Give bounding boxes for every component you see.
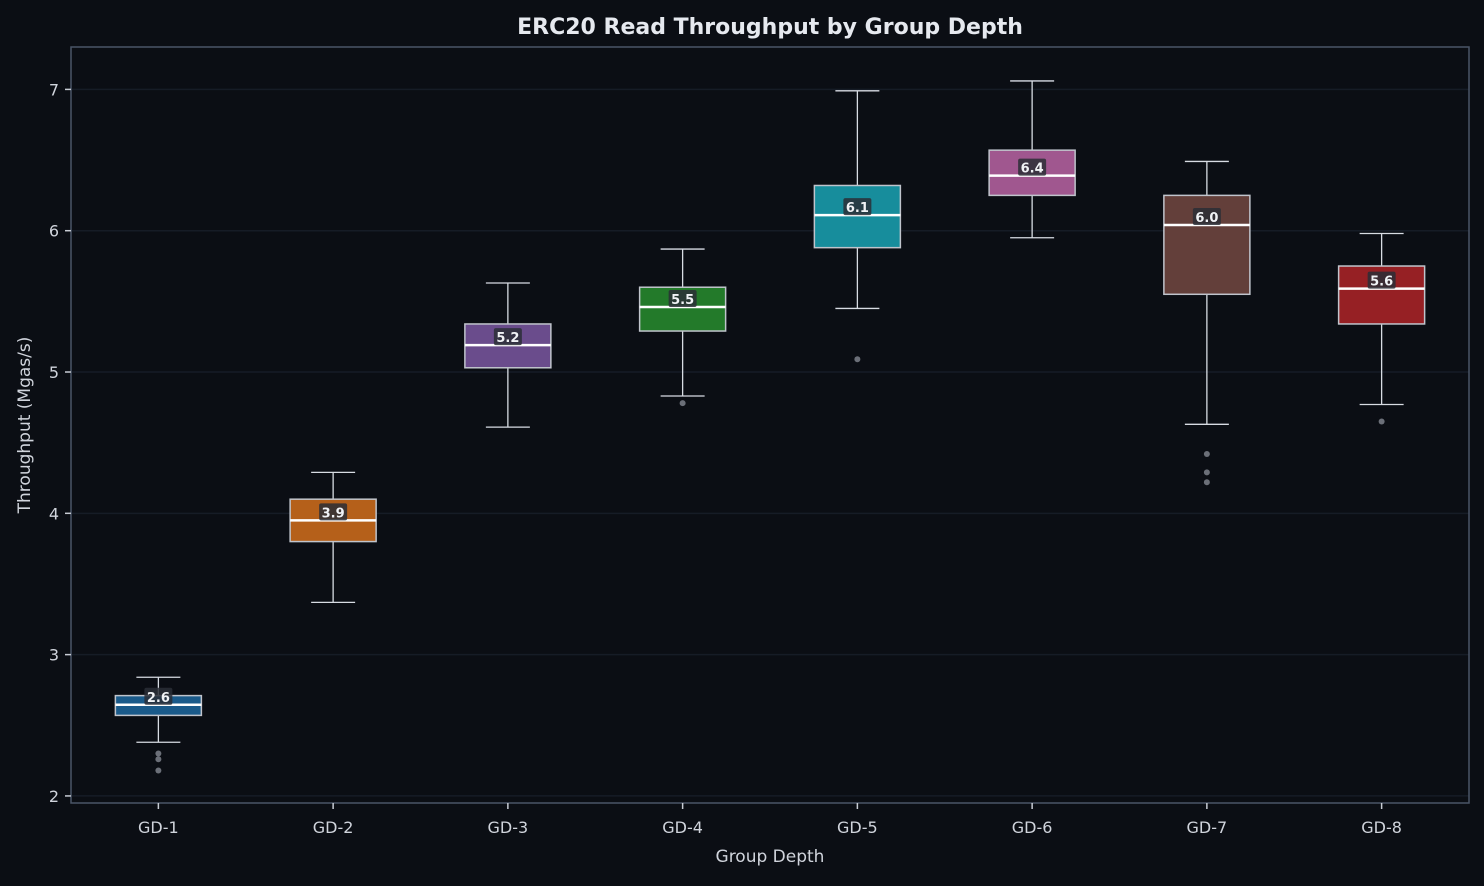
median-label-bg	[144, 687, 173, 705]
x-tick-label: GD-5	[837, 818, 878, 837]
x-tick-label: GD-2	[313, 818, 354, 837]
x-axis-label: Group Depth	[716, 847, 825, 867]
y-axis-label: Throughput (Mgas/s)	[15, 337, 35, 515]
median-label-bg	[319, 503, 348, 521]
x-tick-label: GD-4	[662, 818, 703, 837]
y-tick-label: 2	[49, 787, 59, 806]
median-label: 6.1	[846, 201, 869, 216]
x-tick-label: GD-1	[138, 818, 179, 837]
y-tick-label: 7	[49, 80, 59, 99]
outlier-point	[1203, 479, 1210, 486]
y-tick-label: 3	[49, 646, 59, 665]
median-label-bg	[493, 328, 522, 346]
median-label: 6.4	[1021, 162, 1044, 177]
median-label-bg	[668, 290, 697, 308]
x-tick-label: GD-8	[1361, 818, 1402, 837]
outlier-point	[155, 750, 162, 757]
median-label: 3.9	[322, 506, 345, 521]
outlier-point	[1378, 418, 1385, 425]
median-label: 5.2	[496, 331, 519, 346]
y-tick-label: 5	[49, 363, 59, 382]
chart-title: ERC20 Read Throughput by Group Depth	[517, 15, 1023, 40]
median-label-bg	[843, 198, 872, 216]
median-label: 5.5	[671, 293, 694, 308]
outlier-point	[854, 356, 861, 363]
plot-frame	[70, 46, 1470, 804]
outlier-point	[679, 400, 686, 407]
y-tick-label: 4	[49, 504, 59, 523]
median-label-bg	[1192, 208, 1221, 226]
outlier-point	[1203, 450, 1210, 457]
outlier-point	[155, 767, 162, 774]
box-GD-5	[813, 184, 902, 249]
median-label: 2.6	[147, 691, 170, 706]
x-tick-label: GD-7	[1187, 818, 1228, 837]
median-label-bg	[1018, 158, 1047, 176]
median-label: 5.6	[1370, 275, 1393, 290]
median-label: 6.0	[1195, 211, 1218, 226]
outlier-point	[155, 756, 162, 763]
y-tick-label: 6	[49, 222, 59, 241]
median-label-bg	[1367, 271, 1396, 289]
outlier-point	[1203, 469, 1210, 476]
x-tick-label: GD-6	[1012, 818, 1053, 837]
x-tick-label: GD-3	[488, 818, 529, 837]
